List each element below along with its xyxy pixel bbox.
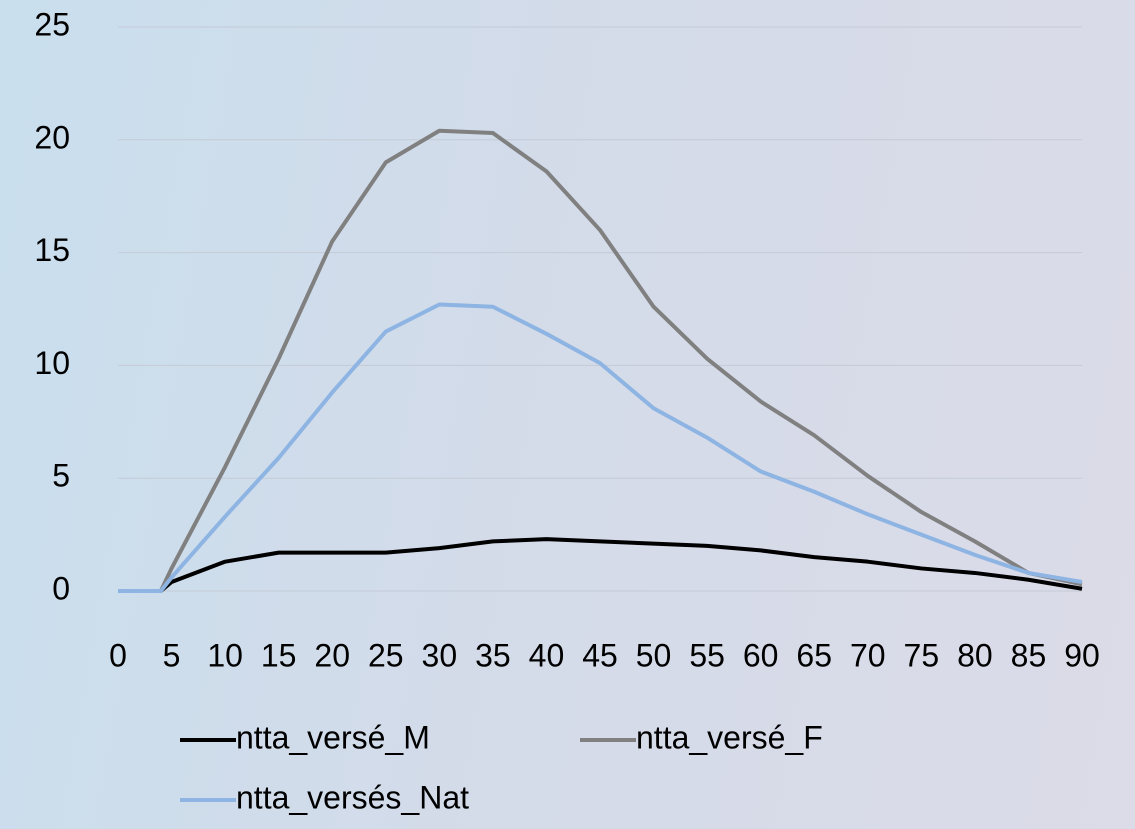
y-tick-label: 15: [34, 232, 70, 268]
x-tick-label: 75: [904, 637, 940, 673]
y-tick-label: 0: [52, 570, 70, 606]
series-line: [118, 128, 1083, 593]
y-tick-label: 25: [34, 6, 70, 42]
x-tick-label: 40: [529, 637, 565, 673]
legend-label: ntta_versés_Nat: [236, 779, 469, 815]
legend-label: ntta_versé_M: [236, 719, 430, 755]
x-tick-label: 70: [850, 637, 886, 673]
x-tick-label: 0: [109, 637, 127, 673]
x-tick-label: 55: [689, 637, 725, 673]
x-tick-label: 10: [207, 637, 243, 673]
x-tick-label: 65: [796, 637, 832, 673]
y-tick-label: 5: [52, 458, 70, 494]
x-tick-label: 25: [368, 637, 404, 673]
series-line: [118, 537, 1083, 593]
x-tick-label: 30: [422, 637, 458, 673]
x-tick-label: 35: [475, 637, 511, 673]
legend-label: ntta_versé_F: [636, 719, 823, 755]
x-tick-label: 60: [743, 637, 779, 673]
y-tick-label: 20: [34, 119, 70, 155]
x-tick-label: 90: [1064, 637, 1100, 673]
x-tick-label: 5: [163, 637, 181, 673]
x-tick-label: 20: [314, 637, 350, 673]
x-tick-label: 45: [582, 637, 618, 673]
x-tick-label: 50: [636, 637, 672, 673]
x-tick-label: 85: [1011, 637, 1047, 673]
series-line: [118, 302, 1083, 593]
x-tick-label: 15: [261, 637, 297, 673]
y-tick-label: 10: [34, 345, 70, 381]
x-tick-label: 80: [957, 637, 993, 673]
